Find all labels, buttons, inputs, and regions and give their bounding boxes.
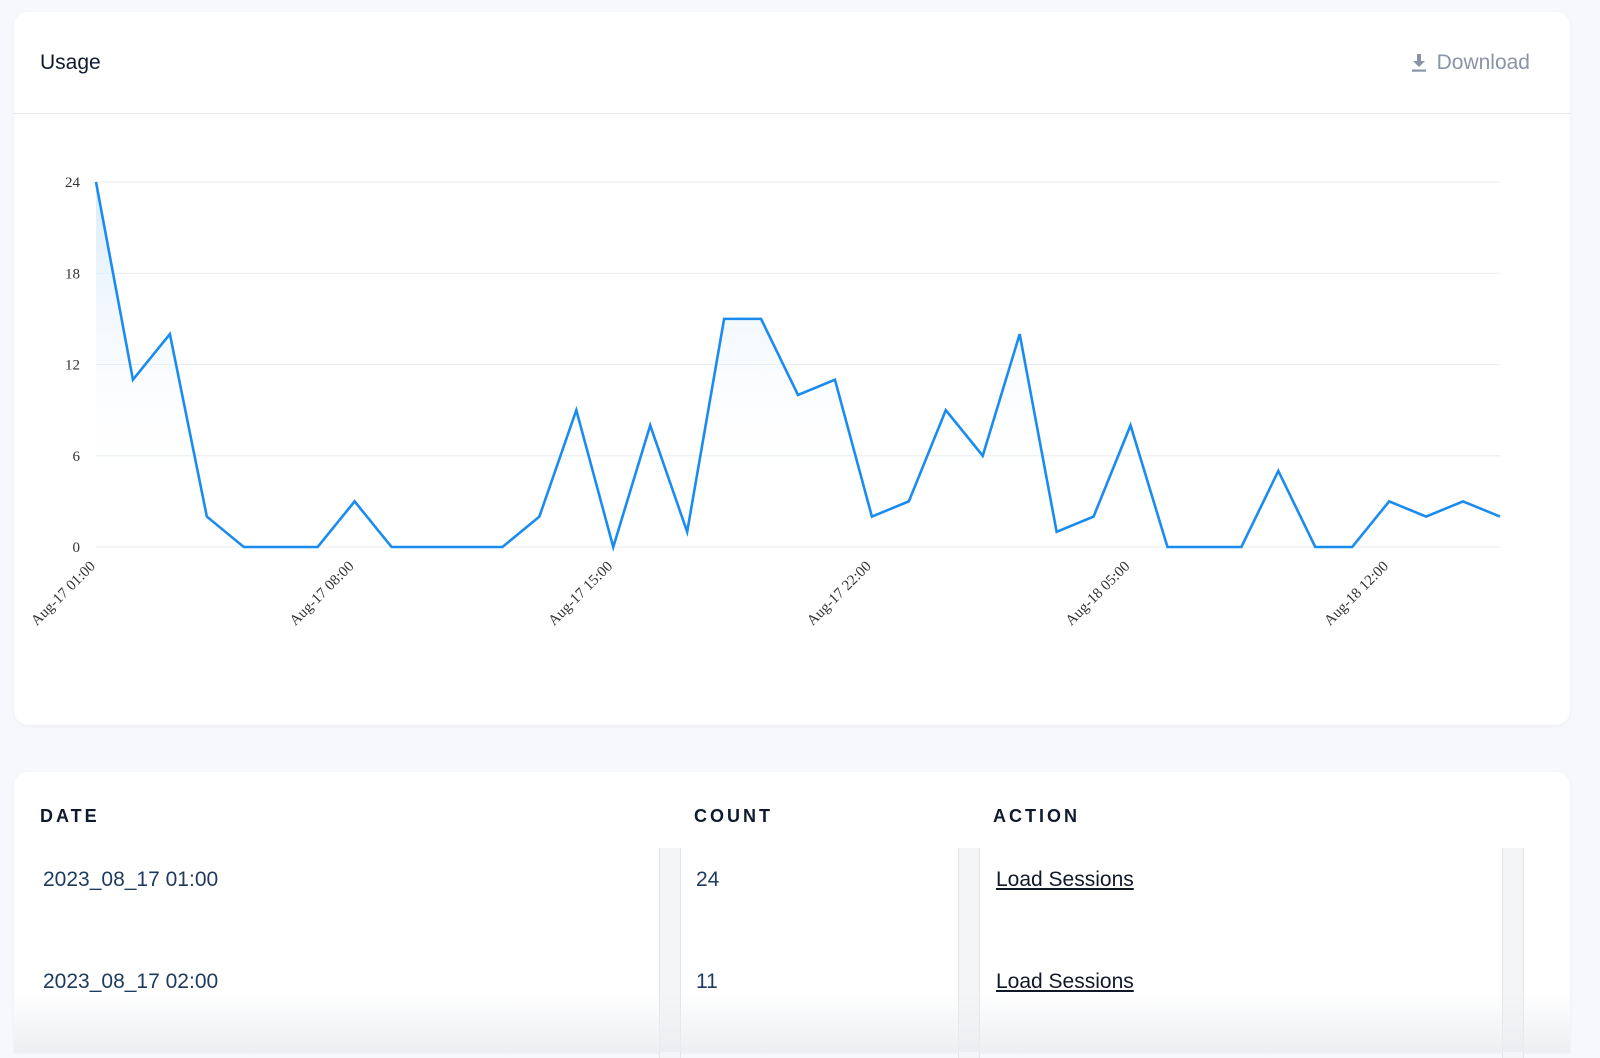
y-tick-label: 24 [65, 175, 81, 191]
count-cell: 11 [696, 970, 718, 994]
header-count[interactable]: COUNT [694, 806, 773, 827]
x-tick-label: Aug-17 01:00 [28, 559, 99, 630]
column-resizer[interactable] [958, 848, 980, 1058]
load-sessions-link[interactable]: Load Sessions [996, 970, 1134, 994]
usage-chart: 0 6 12 18 24 Aug-17 01:00 Aug-17 08:00 Aug-17 … [14, 114, 1570, 725]
count-cell: 24 [696, 868, 719, 892]
date-cell: 2023_08_17 01:00 [43, 868, 218, 892]
y-tick-label: 0 [73, 540, 81, 556]
y-tick-label: 6 [73, 449, 81, 465]
x-tick-label: Aug-17 08:00 [287, 559, 358, 630]
x-tick-label: Aug-17 22:00 [804, 559, 875, 630]
scroll-fade [14, 992, 1570, 1052]
load-sessions-link[interactable]: Load Sessions [996, 868, 1134, 892]
y-tick-label: 12 [65, 358, 80, 374]
download-icon [1411, 53, 1427, 73]
column-resizer[interactable] [1502, 848, 1524, 1058]
download-button[interactable]: Download [1411, 51, 1530, 75]
x-tick-label: Aug-17 15:00 [546, 559, 617, 630]
usage-title: Usage [40, 51, 101, 75]
header-date[interactable]: DATE [40, 806, 100, 827]
x-tick-label: Aug-18 12:00 [1321, 559, 1392, 630]
y-tick-label: 18 [65, 266, 80, 282]
usage-chart-svg: 0 6 12 18 24 Aug-17 01:00 Aug-17 08:00 Aug-17 … [14, 114, 1570, 725]
date-cell: 2023_08_17 02:00 [43, 970, 218, 994]
header-action[interactable]: ACTION [993, 806, 1080, 827]
x-tick-label: Aug-18 05:00 [1063, 559, 1134, 630]
usage-table: DATE COUNT ACTION 2023_08_17 01:00 24 Lo… [14, 772, 1570, 1052]
download-label: Download [1437, 51, 1530, 75]
column-resizer[interactable] [659, 848, 681, 1058]
usage-card-header: Usage Download [14, 12, 1570, 114]
